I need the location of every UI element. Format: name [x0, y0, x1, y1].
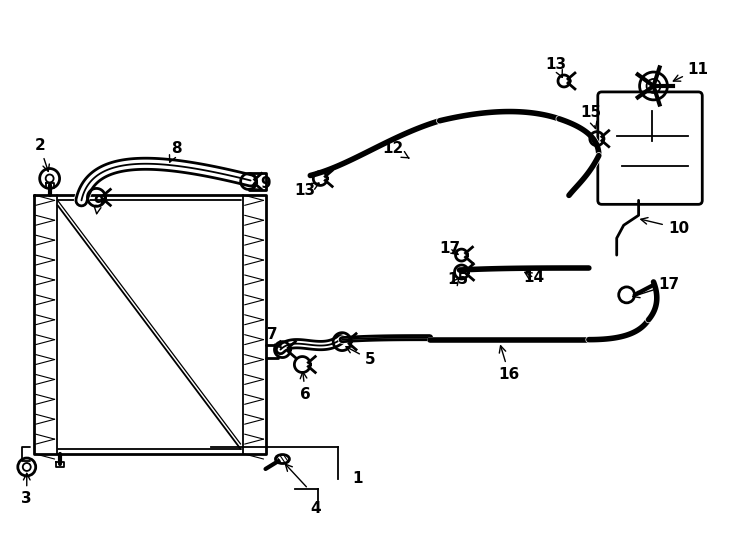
Text: 9: 9: [252, 176, 271, 191]
Text: 15: 15: [447, 273, 468, 287]
Text: 6: 6: [300, 372, 310, 402]
Circle shape: [619, 287, 635, 303]
Text: 11: 11: [673, 62, 709, 81]
Text: 8: 8: [170, 141, 181, 162]
Text: 14: 14: [523, 271, 545, 286]
Text: 4: 4: [310, 501, 321, 516]
Text: 1: 1: [352, 471, 363, 487]
Ellipse shape: [275, 455, 289, 463]
Text: 17: 17: [633, 278, 680, 298]
Text: 17: 17: [439, 241, 460, 255]
Text: 13: 13: [545, 57, 567, 77]
Text: 7: 7: [267, 327, 281, 348]
Text: 5: 5: [346, 347, 375, 367]
Text: 9: 9: [93, 195, 103, 214]
Text: 15: 15: [581, 105, 601, 129]
Text: 12: 12: [382, 141, 409, 158]
Text: 3: 3: [21, 473, 32, 507]
Text: 13: 13: [295, 183, 319, 198]
Text: 2: 2: [34, 138, 49, 171]
Text: 16: 16: [498, 346, 520, 382]
Text: 10: 10: [641, 218, 689, 236]
